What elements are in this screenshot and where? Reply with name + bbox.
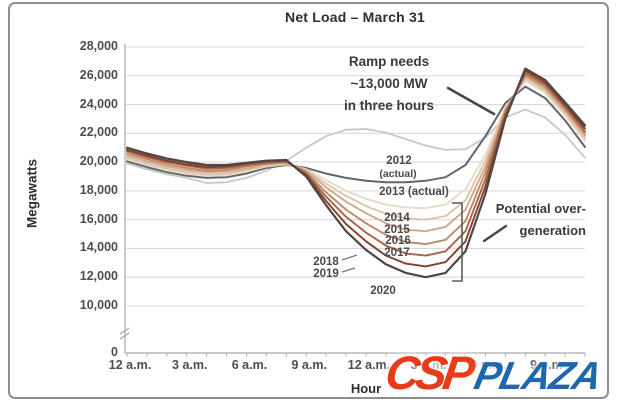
watermark-plaza-text: PLAZA — [470, 355, 605, 398]
ramp-annotation: Ramp needs ~13,000 MW in three hours — [300, 51, 478, 117]
y-tick-label-14000: 14,000 — [79, 240, 118, 255]
leader-line-2018 — [341, 254, 358, 261]
x-tick-label-5: 3 p.m. — [410, 358, 447, 372]
y-tick-label-28000: 28,000 — [79, 39, 118, 53]
x-axis-title: Hour — [350, 381, 382, 396]
x-tick-label-4: 12 a.m. — [347, 358, 391, 372]
series-label-2020: 2020 — [370, 285, 396, 297]
overgeneration-annotation: Potential over- generation — [420, 198, 586, 242]
ramp-annotation-line2: ~13,000 MW — [350, 76, 428, 91]
y-tick-label-18000: 18,000 — [79, 182, 118, 197]
y-tick-label-0: 0 — [111, 345, 118, 359]
y-tick-label-10000: 10,000 — [79, 298, 118, 312]
series-line-2012 — [126, 108, 586, 184]
leader-line-2019 — [341, 267, 356, 273]
series-label-2017: 2017 — [384, 247, 410, 259]
overgeneration-annotation-line1: Potential over- — [495, 201, 586, 216]
ramp-pointer-line — [446, 86, 496, 116]
ramp-annotation-line3: in three hours — [343, 98, 434, 113]
overgeneration-pointer-line — [482, 224, 508, 243]
y-tick-label-20000: 20,000 — [79, 154, 118, 169]
series-label-2013: 2013 (actual) — [379, 186, 449, 198]
y-tick-label-16000: 16,000 — [79, 211, 118, 226]
overgeneration-annotation-line2: generation — [519, 223, 586, 238]
watermark-csp-text: CSP — [382, 346, 475, 399]
series-label-2012: 2012 — [386, 155, 412, 167]
series-label-2015: 2015 — [384, 224, 410, 236]
series-label-2018: 2018 — [313, 256, 339, 268]
series-label-2016: 2016 — [385, 235, 411, 247]
y-axis-title: Megawatts — [24, 158, 40, 229]
series-line-2020 — [125, 67, 587, 279]
x-tick-label-2: 6 a.m. — [231, 358, 268, 372]
y-tick-label-12000: 12,000 — [79, 269, 118, 284]
series-label-2019: 2019 — [313, 268, 339, 280]
series-sublabel-2012: (actual) — [379, 168, 417, 180]
x-tick-label-1: 3 a.m. — [172, 358, 208, 372]
y-tick-label-22000: 22,000 — [79, 125, 118, 140]
chart-title: Net Load – March 31 — [285, 9, 425, 25]
series-label-2014: 2014 — [384, 212, 410, 224]
overgeneration-bracket — [452, 202, 463, 282]
y-tick-label-26000: 26,000 — [79, 67, 118, 82]
x-tick-label-7: 9 p.m. — [530, 358, 567, 372]
series-line-2018 — [126, 71, 586, 257]
x-tick-label-3: 9 a.m. — [291, 358, 327, 372]
csp-plaza-watermark-logo: CSP PLAZA — [382, 346, 604, 402]
x-tick-label-0: 12 a.m. — [108, 358, 152, 372]
x-tick-label-6: 6 p.m. — [470, 358, 507, 372]
y-axis-break-mark — [119, 327, 130, 340]
ramp-annotation-line1: Ramp needs — [348, 54, 430, 69]
series-line-2013 — [126, 85, 586, 184]
y-tick-label-24000: 24,000 — [79, 96, 118, 111]
